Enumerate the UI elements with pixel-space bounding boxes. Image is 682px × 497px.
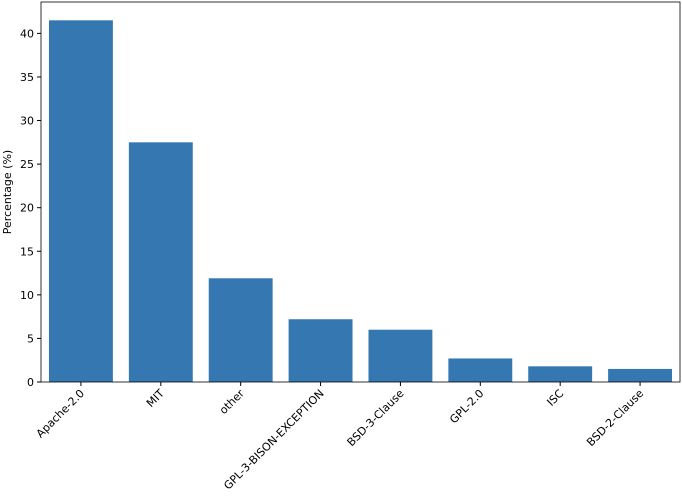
x-tick-label: GPL-2.0 <box>447 387 486 426</box>
y-tick-label: 35 <box>20 71 34 84</box>
x-tick-label: ISC <box>544 387 566 409</box>
x-tick-label: Apache-2.0 <box>34 387 87 440</box>
bar <box>368 329 433 382</box>
bar <box>48 20 113 382</box>
y-tick-label: 25 <box>20 158 34 171</box>
x-tick-label: MIT <box>144 387 167 410</box>
x-tick-label: BSD-3-Clause <box>345 387 407 449</box>
x-tick-label: BSD-2-Clause <box>584 387 646 449</box>
y-tick-label: 40 <box>20 27 34 40</box>
y-tick-label: 5 <box>27 332 34 345</box>
bar <box>288 319 353 382</box>
y-tick-label: 10 <box>20 289 34 302</box>
y-tick-label: 30 <box>20 115 34 128</box>
y-tick-label: 15 <box>20 245 34 258</box>
bar <box>128 142 193 382</box>
plot-frame <box>40 1 681 383</box>
y-tick-label: 0 <box>27 376 34 389</box>
x-tick-label: other <box>217 387 247 417</box>
y-axis-label: Percentage (%) <box>1 150 14 234</box>
bar <box>608 368 673 382</box>
bar <box>528 366 593 382</box>
y-tick-label: 20 <box>20 202 34 215</box>
bar <box>448 358 513 382</box>
bar <box>208 278 273 382</box>
